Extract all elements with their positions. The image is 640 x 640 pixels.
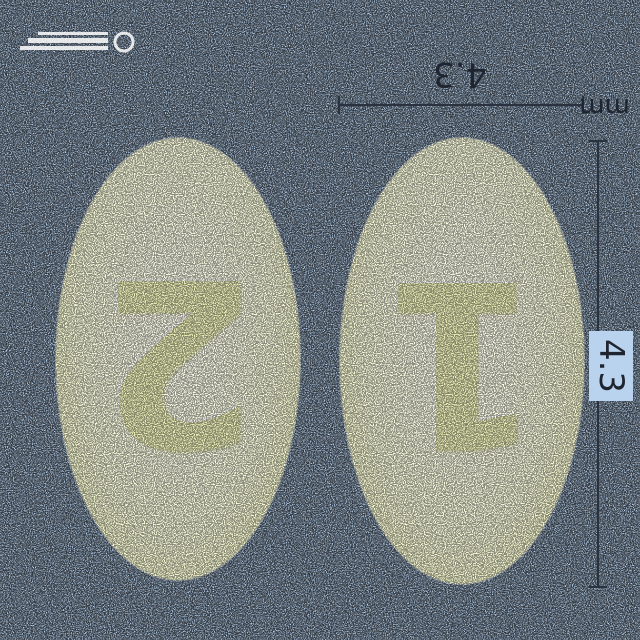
length-dimension-label: 4.3 [589,331,633,401]
pill-right: 1 [340,138,584,584]
width-dimension-line [338,104,584,106]
pill-left-imprint: 2 [97,226,259,493]
pill-left: 2 [56,138,300,580]
width-dimension-tick-right [582,96,584,114]
length-dimension-tick-bottom [589,586,607,588]
unit-label: mm [579,92,630,122]
watermark-logo [14,26,136,58]
pill-right-imprint: 1 [381,228,543,495]
width-dimension-label: 4.3 [432,54,488,94]
